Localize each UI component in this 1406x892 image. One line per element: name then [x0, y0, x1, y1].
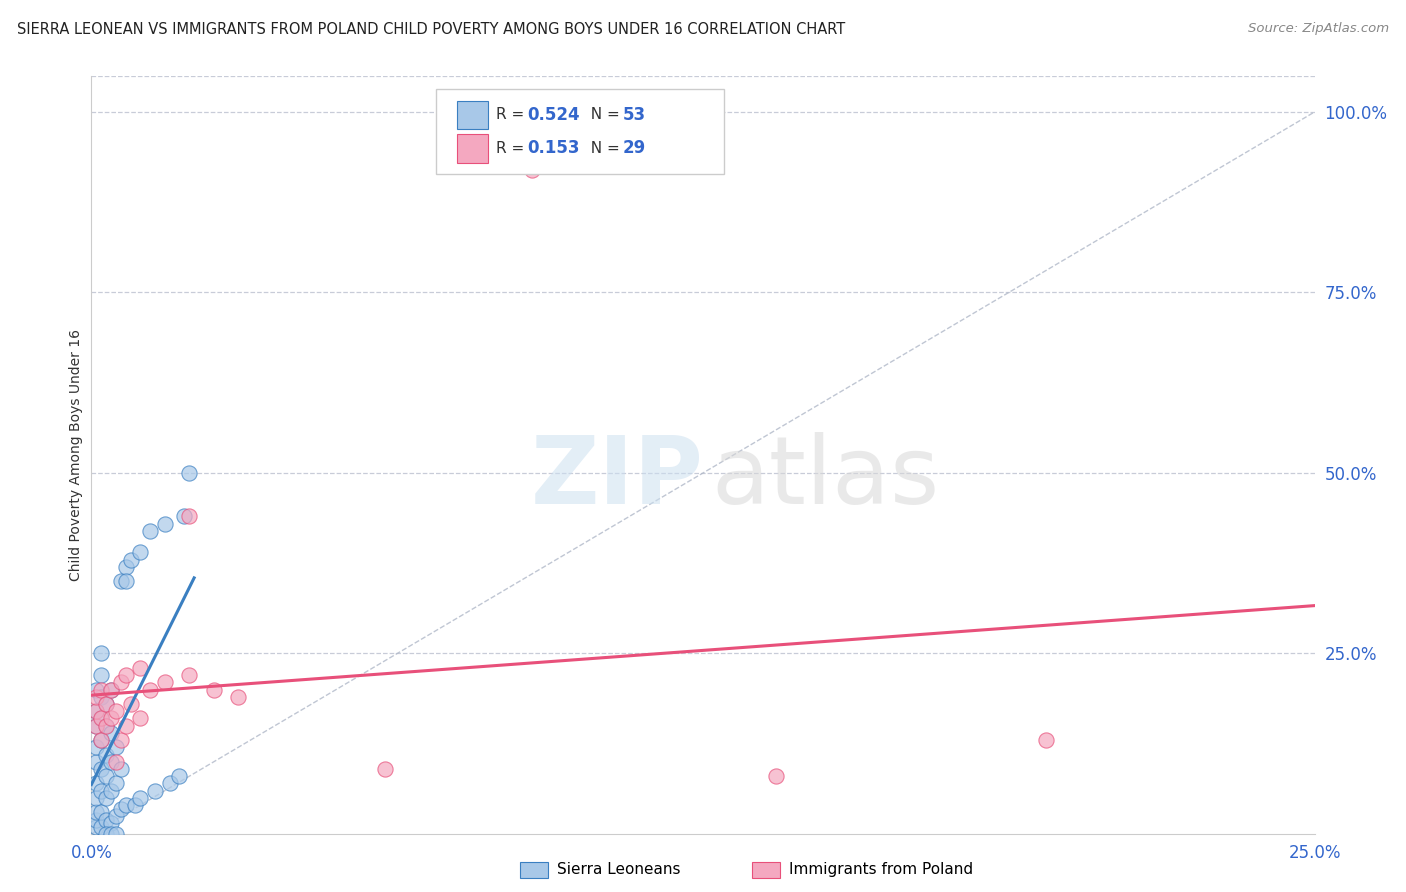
Point	[94, 719, 117, 733]
Point	[139, 682, 162, 697]
Point	[100, 755, 122, 769]
Point	[94, 769, 117, 783]
Point	[84, 704, 107, 718]
Text: atlas: atlas	[711, 432, 939, 524]
Point	[100, 682, 122, 697]
Text: 29: 29	[623, 139, 647, 157]
Point	[84, 820, 107, 834]
Point	[90, 690, 112, 704]
Point	[90, 783, 112, 797]
Point	[84, 805, 107, 820]
Point	[169, 769, 191, 783]
Point	[110, 802, 132, 816]
Point	[100, 827, 122, 841]
Point	[84, 719, 107, 733]
Point	[94, 827, 117, 841]
Point	[374, 762, 396, 776]
Point	[84, 719, 107, 733]
Point	[104, 704, 127, 718]
Point	[90, 733, 112, 747]
Point	[114, 559, 136, 574]
Text: SIERRA LEONEAN VS IMMIGRANTS FROM POLAND CHILD POVERTY AMONG BOYS UNDER 16 CORRE: SIERRA LEONEAN VS IMMIGRANTS FROM POLAND…	[17, 22, 845, 37]
Point	[100, 682, 122, 697]
Point	[90, 711, 112, 725]
Point	[84, 740, 107, 755]
Point	[94, 697, 117, 711]
Point	[90, 805, 112, 820]
Point	[129, 791, 152, 805]
Point	[104, 740, 127, 755]
Point	[84, 755, 107, 769]
Point	[765, 769, 787, 783]
Text: 0.153: 0.153	[527, 139, 579, 157]
Point	[124, 798, 146, 813]
Point	[120, 697, 142, 711]
Point	[129, 711, 152, 725]
Point	[84, 791, 107, 805]
Point	[202, 682, 225, 697]
Text: Source: ZipAtlas.com: Source: ZipAtlas.com	[1249, 22, 1389, 36]
Point	[179, 668, 201, 682]
Point	[129, 545, 152, 559]
Point	[100, 711, 122, 725]
Point	[110, 574, 132, 589]
Point	[100, 816, 122, 830]
Point	[90, 762, 112, 776]
Point	[104, 776, 127, 790]
Point	[84, 690, 107, 704]
Point	[173, 509, 195, 524]
Point	[100, 726, 122, 740]
Point	[90, 647, 112, 661]
Point	[226, 690, 249, 704]
Point	[110, 733, 132, 747]
Point	[94, 719, 117, 733]
Point	[179, 509, 201, 524]
Point	[84, 776, 107, 790]
Point	[94, 813, 117, 827]
Point	[114, 574, 136, 589]
Point	[114, 798, 136, 813]
Point	[114, 668, 136, 682]
Point	[94, 791, 117, 805]
Y-axis label: Child Poverty Among Boys Under 16: Child Poverty Among Boys Under 16	[69, 329, 83, 581]
Point	[90, 733, 112, 747]
Point	[84, 704, 107, 718]
Point	[159, 776, 181, 790]
Point	[110, 675, 132, 690]
Point	[84, 813, 107, 827]
Point	[100, 783, 122, 797]
Point	[153, 675, 176, 690]
Text: N =: N =	[581, 141, 624, 156]
Text: Immigrants from Poland: Immigrants from Poland	[789, 863, 973, 877]
Text: ZIP: ZIP	[531, 432, 704, 524]
Text: R =: R =	[496, 107, 530, 122]
Point	[1035, 733, 1057, 747]
Point	[143, 783, 166, 797]
Point	[90, 682, 112, 697]
Point	[139, 524, 162, 538]
Text: 53: 53	[623, 106, 645, 124]
Point	[104, 809, 127, 823]
Point	[120, 552, 142, 566]
Text: Sierra Leoneans: Sierra Leoneans	[557, 863, 681, 877]
Point	[110, 762, 132, 776]
Point	[90, 820, 112, 834]
Point	[520, 162, 543, 177]
Point	[84, 682, 107, 697]
Point	[94, 697, 117, 711]
Point	[90, 711, 112, 725]
Text: R =: R =	[496, 141, 530, 156]
Point	[114, 719, 136, 733]
Point	[94, 747, 117, 762]
Text: 0.524: 0.524	[527, 106, 579, 124]
Text: N =: N =	[581, 107, 624, 122]
Point	[104, 755, 127, 769]
Point	[129, 661, 152, 675]
Point	[90, 668, 112, 682]
Point	[104, 827, 127, 841]
Point	[153, 516, 176, 531]
Point	[179, 466, 201, 480]
